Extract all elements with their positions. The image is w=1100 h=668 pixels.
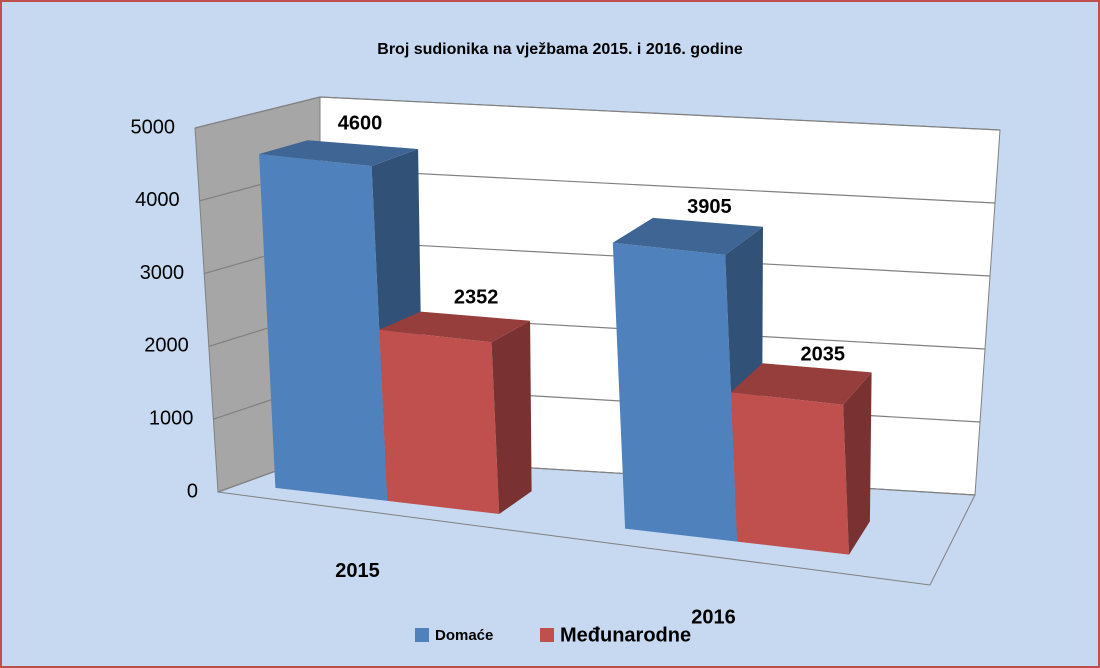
data-label: 3905: [687, 196, 732, 218]
bar-top: [379, 311, 531, 343]
legend-swatch: [415, 628, 429, 642]
bar: [379, 311, 532, 514]
legend-label: Međunarodne: [560, 624, 691, 646]
y-tick-label: 3000: [140, 262, 185, 284]
legend-swatch: [540, 628, 554, 642]
chart-title: Broj sudionika na vježbama 2015. i 2016.…: [377, 41, 743, 58]
y-tick-label: 1000: [149, 407, 194, 429]
bar: [730, 363, 872, 555]
bars: [259, 140, 872, 555]
x-tick-label: 2015: [335, 560, 380, 582]
bar-front: [379, 329, 500, 514]
data-label: 4600: [338, 113, 383, 135]
bar-top: [259, 140, 419, 167]
data-label: 2352: [454, 286, 499, 308]
grid-line: [194, 96, 1001, 131]
labels: 0 1000 2000 3000 4000 5000 4600 2352 2015 3905 203…: [131, 113, 845, 647]
bar-front: [259, 154, 388, 501]
y-tick-label: 0: [187, 480, 198, 502]
bar-top: [612, 217, 763, 255]
y-tick-label: 2000: [144, 335, 189, 357]
x-tick-label: 2016: [691, 606, 736, 628]
bar-top: [730, 363, 872, 405]
bar-side: [491, 320, 532, 514]
legend-label: Domaće: [435, 627, 493, 644]
bar-side: [843, 372, 872, 555]
bar-front: [612, 242, 738, 542]
data-label: 2035: [800, 343, 845, 365]
bar-front: [730, 392, 849, 555]
y-tick-label: 4000: [135, 189, 180, 211]
y-tick-label: 5000: [131, 116, 176, 138]
